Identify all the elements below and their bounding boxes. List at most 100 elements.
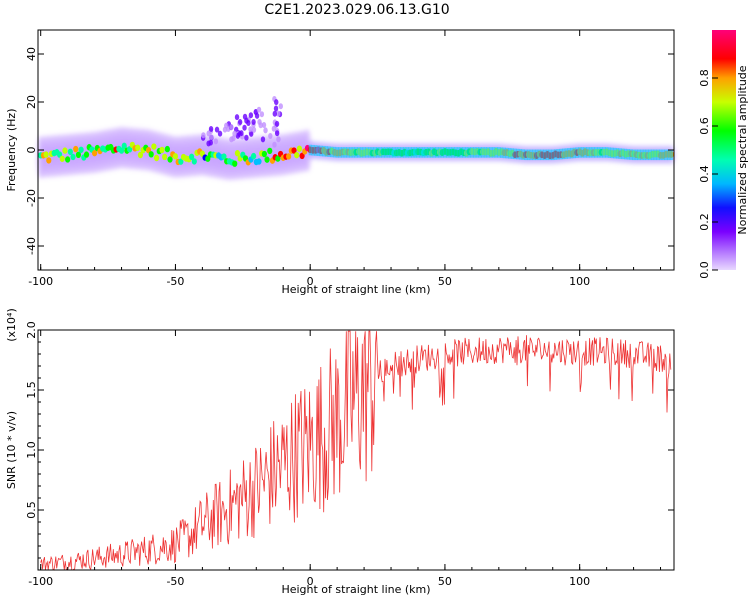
spectrogram-band-cell bbox=[632, 149, 636, 161]
spectrogram-streak-blob bbox=[242, 124, 247, 131]
spectrogram-band-cell bbox=[640, 149, 644, 161]
spectrogram-band-cell bbox=[572, 147, 576, 159]
spectrogram-ticks: -100 -50 0 50 100 -40 -20 0 20 40 bbox=[25, 30, 674, 288]
spectrogram-band-cell bbox=[424, 147, 428, 158]
spectrogram-band-cell bbox=[650, 149, 655, 161]
spectrogram-cell bbox=[178, 158, 184, 165]
spectrogram-band-cell bbox=[505, 147, 509, 159]
spectrogram-band-cell bbox=[626, 149, 630, 160]
y-tick-label: 2.0 bbox=[25, 321, 38, 339]
spectrogram-band-cell bbox=[613, 147, 617, 159]
spectrogram-cell bbox=[172, 153, 179, 160]
spectrogram-band-cell bbox=[586, 147, 590, 158]
spectrogram-cell bbox=[43, 151, 49, 158]
spectrogram-band-cell bbox=[486, 147, 490, 158]
spectrogram-band-cell bbox=[314, 145, 318, 156]
y-tick-label: -20 bbox=[25, 189, 38, 207]
spectrogram-band-cell bbox=[311, 144, 315, 156]
spectrogram-band-cell bbox=[500, 147, 504, 158]
spectrogram-streak-blob bbox=[251, 119, 256, 126]
spectrogram-band-cell bbox=[459, 147, 463, 158]
spectrogram-band-cell bbox=[535, 149, 539, 161]
spectrogram-band-cell bbox=[623, 148, 628, 160]
spectrogram-streak-blob bbox=[232, 130, 237, 137]
snr-panel: -100 -50 0 50 100 0.5 1.0 1.5 2.0 Height of stra… bbox=[5, 308, 675, 596]
spectrogram-cell bbox=[162, 153, 168, 161]
spectrogram-band-cell bbox=[537, 149, 541, 161]
spectrogram-band-cell bbox=[605, 147, 609, 158]
spectrogram-band-cell bbox=[521, 149, 525, 160]
spectrogram-band-cell bbox=[583, 147, 587, 158]
spectrogram-cell bbox=[159, 146, 165, 154]
spectrogram-streak-blob bbox=[244, 134, 249, 141]
spectrogram-cell bbox=[264, 156, 270, 163]
spectrogram-streak-blob bbox=[242, 113, 248, 120]
spectrogram-streak-blob bbox=[260, 136, 266, 143]
chart-title: C2E1.2023.029.06.13.G10 bbox=[264, 2, 449, 18]
colorbar-label: Normalized spectral amplitude bbox=[736, 65, 749, 234]
spectrogram-cell bbox=[46, 157, 52, 164]
spectrogram-band-cell bbox=[405, 147, 409, 158]
spectrogram-streak-blob bbox=[206, 140, 211, 147]
spectrogram-band-cell bbox=[462, 147, 466, 158]
spectrogram-streak-blob bbox=[249, 130, 254, 137]
spectrogram-band-cell bbox=[532, 149, 536, 161]
spectrogram-band-cell bbox=[551, 149, 555, 161]
spectrogram-streak-blob bbox=[268, 132, 273, 139]
x-tick-label: 50 bbox=[438, 275, 452, 288]
colorbar-tick-label: 0.8 bbox=[698, 69, 711, 87]
spectrogram-band-cell bbox=[524, 149, 528, 161]
spectrogram-band-cell bbox=[502, 147, 506, 159]
spectrogram-streak-blob bbox=[206, 130, 211, 137]
spectrogram-band-cell bbox=[381, 147, 385, 158]
spectrogram-cell bbox=[191, 158, 197, 165]
spectrogram-band-cell bbox=[661, 149, 665, 161]
spectrogram-streak-blob bbox=[209, 134, 214, 141]
spectrogram-band-cell bbox=[508, 148, 512, 159]
x-tick-label: -100 bbox=[28, 575, 53, 588]
spectrogram-cell bbox=[299, 152, 305, 160]
spectrogram-cell bbox=[296, 145, 303, 152]
spectrogram-band-cell bbox=[411, 147, 415, 158]
spectrogram-band-cell bbox=[594, 147, 598, 158]
snr-x-axis-label: Height of straight line (km) bbox=[281, 583, 430, 596]
spectrogram-cell bbox=[294, 151, 300, 159]
spectrogram-band-cell bbox=[343, 147, 347, 158]
spectrogram-band-cell bbox=[491, 147, 496, 158]
colorbar-gradient bbox=[712, 30, 736, 270]
spectrogram-band-cell bbox=[341, 147, 345, 158]
snr-series-line bbox=[40, 330, 672, 571]
spectrogram-band-cell bbox=[367, 147, 372, 158]
spectrogram-streak-blob bbox=[272, 110, 277, 117]
spectrogram-x-axis-label: Height of straight line (km) bbox=[281, 283, 430, 296]
spectrogram-band-cell bbox=[648, 149, 652, 161]
spectrogram-band-cell bbox=[529, 149, 533, 161]
spectrogram-band-cell bbox=[316, 145, 320, 156]
spectrogram-cell bbox=[291, 147, 297, 154]
spectrogram-band-cell bbox=[440, 147, 444, 158]
spectrogram-band-cell bbox=[432, 147, 436, 158]
colorbar-tick-label: 0.2 bbox=[698, 213, 711, 231]
spectrogram-band-cell bbox=[656, 149, 660, 161]
x-tick-label: -50 bbox=[166, 575, 184, 588]
spectrogram-marks bbox=[36, 96, 676, 182]
snr-y-multiplier: (x10⁴) bbox=[5, 308, 18, 342]
spectrogram-band-cell bbox=[308, 144, 312, 156]
spectrogram-cell bbox=[78, 146, 84, 153]
spectrogram-band-cell bbox=[621, 148, 625, 160]
y-tick-label: -40 bbox=[25, 237, 38, 255]
spectrogram-band-cell bbox=[664, 149, 668, 161]
spectrogram-band-cell bbox=[570, 147, 574, 159]
spectrogram-band-cell bbox=[588, 147, 593, 158]
spectrogram-band-cell bbox=[338, 147, 342, 158]
spectrogram-cell bbox=[83, 151, 90, 158]
spectrogram-band-cell bbox=[332, 146, 337, 158]
spectrogram-band-cell bbox=[351, 147, 356, 158]
spectrogram-band-cell bbox=[645, 149, 649, 161]
spectrogram-band-cell bbox=[599, 147, 603, 158]
spectrogram-cell bbox=[135, 144, 141, 151]
spectrogram-band-cell bbox=[392, 147, 396, 158]
spectrogram-band-cell bbox=[419, 147, 423, 158]
spectrogram-band-cell bbox=[667, 149, 671, 161]
